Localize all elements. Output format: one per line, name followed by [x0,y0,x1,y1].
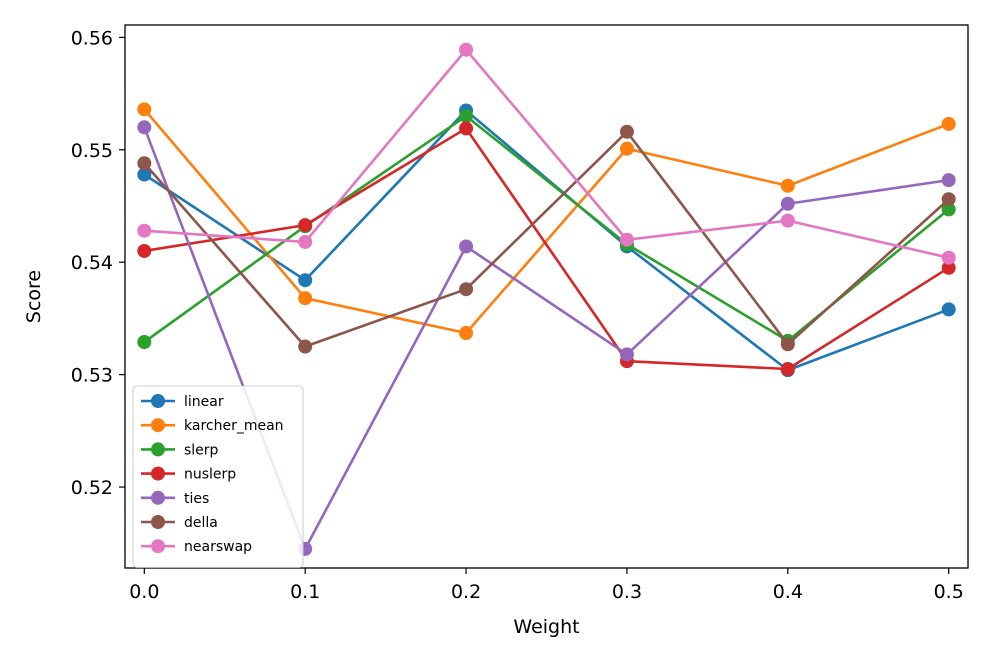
data-point [941,302,956,317]
data-point [780,337,795,352]
y-axis-label: Score [23,270,45,323]
x-tick-label: 0.1 [290,581,320,603]
x-axis-label: Weight [513,616,579,638]
data-point [619,124,634,139]
data-point [780,362,795,377]
data-point [137,156,152,171]
legend-label: della [184,515,218,531]
y-tick-label: 0.53 [71,365,113,387]
legend-swatch-marker [151,442,165,457]
series-karcher-mean [137,102,956,341]
series-nearswap [137,42,956,265]
legend-item: slerp [141,442,219,458]
data-point [619,141,634,156]
legend-box [132,385,304,568]
legend-label: ties [184,491,209,507]
legend-label: nuslerp [184,467,236,483]
data-point [137,335,152,350]
ticks-layer: 0.0 0.1 0.2 0.3 0.4 0.5 0.52 0.53 0.54 0.55 0.56 [71,27,964,603]
data-point [459,42,474,57]
legend-label: nearswap [184,539,252,555]
plot-layer [137,42,956,556]
data-point [298,291,313,306]
y-tick-label: 0.54 [71,252,113,274]
data-point [941,173,956,188]
data-point [137,120,152,135]
legend-item: ties [141,490,209,507]
data-point [137,167,152,182]
legend-item: della [141,515,218,531]
x-tick-label: 0.0 [129,581,159,603]
data-point [941,202,956,217]
data-point [780,196,795,211]
series-line [143,130,950,348]
data-point [298,339,313,354]
data-point [941,116,956,131]
x-tick-label: 0.3 [612,581,642,603]
y-tick-label: 0.56 [71,27,113,49]
data-point [780,213,795,228]
series-line [143,108,950,335]
data-point [941,250,956,265]
data-point [619,232,634,247]
data-point [459,239,474,254]
data-point [941,260,956,275]
axes-frame [124,24,969,569]
series-della [137,124,956,354]
data-point [298,234,313,249]
legend-swatch-marker [151,418,165,433]
legend-label: karcher_mean [184,418,284,434]
x-tick-label: 0.4 [773,581,803,603]
data-point [298,273,313,288]
legend-label: linear [184,394,224,410]
series-line [144,127,950,371]
data-point [459,326,474,341]
legend-item: nuslerp [141,466,236,483]
legend-item: karcher_mean [141,418,284,434]
data-point [459,109,474,124]
legend-swatch-marker [151,394,165,408]
legend-label: slerp [184,442,219,458]
data-point [137,102,152,117]
legend-swatch-marker [151,515,165,529]
data-point [137,243,152,258]
data-point [459,282,474,297]
series-line [144,48,949,259]
data-point [459,121,474,136]
x-tick-label: 0.2 [451,581,481,603]
data-point [619,347,634,362]
legend-item: nearswap [141,539,252,555]
y-tick-label: 0.55 [71,140,113,162]
data-point [780,178,795,193]
legend-swatch-marker [151,490,165,505]
data-point [137,223,152,238]
y-tick-label: 0.52 [71,477,113,499]
legend-swatch-marker [151,539,165,554]
data-point [298,218,313,233]
series-nuslerp [137,121,956,377]
legend-swatch-marker [151,466,165,481]
data-point [941,192,956,207]
x-tick-label: 0.5 [934,581,964,603]
series-line [143,109,950,372]
legend-item: linear [141,394,224,410]
